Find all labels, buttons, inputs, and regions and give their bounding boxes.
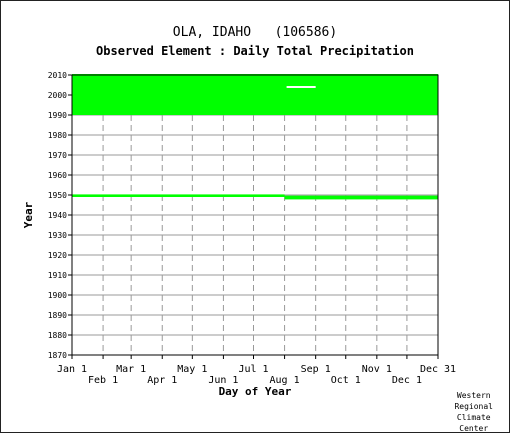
x-tick-label: Sep 1 — [301, 364, 331, 375]
x-tick-label: Dec 1 — [392, 375, 422, 386]
x-tick-label: Dec 31 — [420, 364, 456, 375]
y-tick-label: 2000 — [48, 91, 67, 100]
x-tick-label: Jun 1 — [208, 375, 238, 386]
x-tick-label: Apr 1 — [147, 375, 177, 386]
x-tick-label: Jul 1 — [238, 364, 268, 375]
missing-segment — [286, 86, 316, 88]
x-tick-label: Oct 1 — [331, 375, 361, 386]
y-tick-label: 1920 — [48, 251, 67, 260]
x-tick-label: Jan 1 — [57, 364, 87, 375]
observed-band — [284, 195, 438, 200]
y-tick-label: 1890 — [48, 311, 67, 320]
x-tick-label: Aug 1 — [270, 375, 300, 386]
x-axis-title: Day of Year — [219, 385, 292, 398]
credit-line-2: Regional — [454, 402, 493, 411]
y-tick-label: 1900 — [48, 291, 67, 300]
y-tick-label: 1880 — [48, 331, 67, 340]
x-tick-label: May 1 — [177, 364, 207, 375]
credit-block: Western Regional Climate Center — [454, 390, 493, 434]
x-tick-label: Nov 1 — [362, 364, 392, 375]
observed-band — [72, 194, 285, 197]
x-tick-label: Mar 1 — [116, 364, 146, 375]
y-tick-label: 1990 — [48, 111, 67, 120]
y-tick-label: 2010 — [48, 71, 67, 80]
y-tick-label: 1940 — [48, 211, 67, 220]
y-tick-label: 1870 — [48, 351, 67, 360]
station-id: (106586) — [274, 25, 338, 40]
y-tick-label: 1960 — [48, 171, 67, 180]
y-tick-label: 1950 — [48, 191, 67, 200]
y-tick-label: 1910 — [48, 271, 67, 280]
chart-title: Observed Element : Daily Total Precipita… — [96, 44, 414, 58]
y-tick-label: 1930 — [48, 231, 67, 240]
y-tick-label: 1980 — [48, 131, 67, 140]
station-name: OLA, IDAHO — [172, 25, 252, 40]
x-tick-label: Feb 1 — [88, 375, 118, 386]
observed-band — [72, 74, 438, 115]
y-tick-label: 1970 — [48, 151, 67, 160]
credit-line-3: Climate — [456, 413, 491, 422]
y-axis-title: Year — [22, 201, 35, 228]
credit-line-1: Western — [456, 391, 491, 400]
plot-border — [71, 74, 439, 356]
station-title: OLA, IDAHO (106586) — [1, 25, 509, 40]
credit-line-4: Center — [459, 424, 489, 433]
